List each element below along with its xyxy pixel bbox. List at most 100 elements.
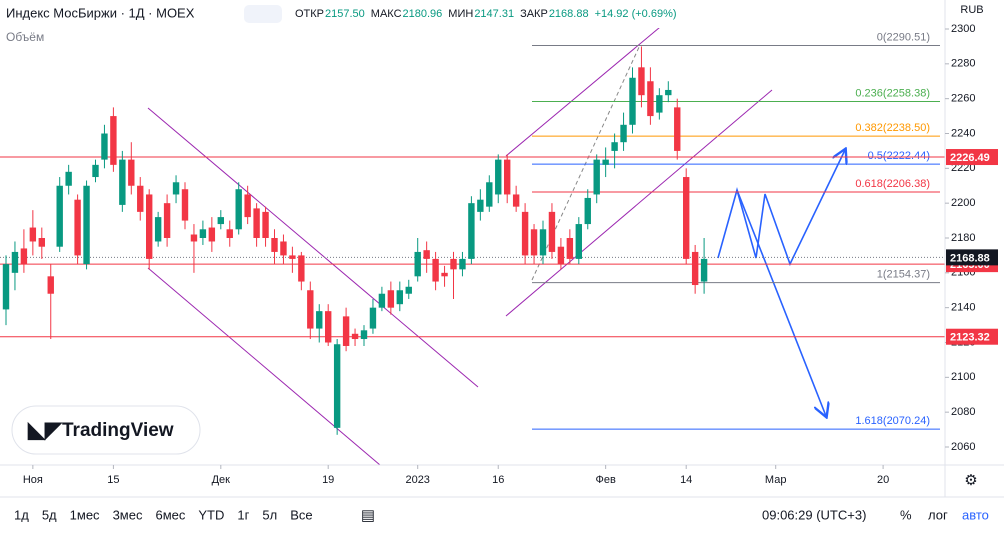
y-tick-label: 2260	[951, 93, 975, 105]
candle-body	[146, 194, 153, 259]
candle-body	[47, 276, 54, 294]
candle-body	[495, 159, 502, 195]
candle-body	[235, 189, 242, 230]
channel-line	[505, 89, 773, 317]
x-tick-label: 20	[877, 474, 889, 486]
candle-body	[405, 286, 412, 294]
candle-body	[244, 194, 251, 218]
candle-body	[396, 290, 403, 305]
y-tick-label: 2140	[951, 302, 975, 314]
candle-body	[137, 185, 144, 212]
candle-body	[683, 177, 690, 259]
candle-body	[74, 199, 81, 256]
y-tick-label: 2080	[951, 406, 975, 418]
y-tick-label: 2200	[951, 197, 975, 209]
x-tick-label: 2023	[405, 474, 429, 486]
forecast-path	[717, 150, 845, 267]
candle-body	[602, 159, 609, 165]
candle-body	[369, 307, 377, 329]
candle-body	[271, 238, 278, 252]
candle-body	[674, 107, 681, 151]
candle-body	[620, 124, 627, 143]
percent-button[interactable]: %	[900, 507, 912, 522]
candle-body	[691, 251, 699, 286]
clock: 09:06:29 (UTC+3)	[762, 507, 866, 522]
candle-body	[656, 95, 663, 113]
candle-body	[611, 142, 618, 151]
candle-body	[65, 171, 72, 186]
x-tick-label: 15	[107, 474, 119, 486]
candle-body	[298, 255, 305, 282]
candle-body	[280, 241, 287, 256]
volume: Объём	[6, 30, 44, 44]
y-tick-label: 2060	[951, 441, 975, 453]
candle-body	[253, 208, 260, 238]
currency[interactable]: RUB	[960, 4, 983, 16]
log-button[interactable]: лог	[928, 507, 948, 522]
range-button[interactable]: 5л	[262, 507, 277, 522]
auto-button[interactable]: авто	[962, 507, 989, 522]
candle-body	[566, 238, 574, 259]
candle-body	[172, 182, 180, 195]
candle-body	[154, 217, 162, 242]
channel-line	[505, 28, 660, 157]
ohlc-label: ЗАКР	[520, 8, 548, 20]
price-badge-label: 2168.88	[950, 252, 990, 264]
fib-trend	[531, 44, 641, 281]
symbol: Индекс МосБиржи · 1Д · MOEX	[6, 5, 195, 20]
candle-body	[629, 77, 636, 125]
plot: 0(2290.51) 0.236(2258.38) 0.382(2238.50) 0.…	[0, 28, 945, 465]
range-button[interactable]: 6мес	[155, 507, 185, 522]
candle-body	[504, 159, 511, 195]
candle-body	[92, 164, 99, 178]
candle-body	[378, 293, 386, 308]
price-badge-label: 2123.32	[950, 332, 990, 344]
ohlc-label: МАКС	[371, 8, 402, 20]
y-tick-label: 2220	[951, 162, 975, 174]
logo: TradingView	[62, 420, 174, 441]
price-badge-label: 2226.49	[950, 152, 990, 164]
price-badge	[946, 149, 998, 166]
fib-label: 1.618(2070.24)	[855, 415, 930, 427]
date-range-icon[interactable]: ▤	[361, 507, 375, 524]
channel-line	[147, 267, 381, 465]
candle-body	[38, 238, 45, 247]
candle-body	[700, 258, 708, 282]
range-button[interactable]: 3мес	[113, 507, 143, 522]
y-tick-label: 2240	[951, 127, 975, 139]
range-button[interactable]: 1д	[14, 507, 29, 522]
range-button[interactable]: 1мес	[70, 507, 100, 522]
candle-body	[128, 159, 135, 186]
candle-body	[539, 229, 547, 256]
ohlc-label: МИН	[448, 8, 473, 20]
candle-body	[423, 250, 430, 259]
candle-body	[262, 211, 269, 238]
candle-body	[190, 234, 198, 242]
candle-body	[477, 199, 484, 212]
range-button[interactable]: 5д	[42, 507, 57, 522]
candle-body	[647, 81, 654, 117]
candle-body	[342, 316, 350, 346]
fib-label: 0(2290.51)	[877, 31, 930, 43]
candle-body	[351, 333, 359, 340]
ohlc-label: ОТКР	[295, 8, 324, 20]
y-tick-label: 2300	[951, 23, 975, 35]
candle-body	[584, 197, 591, 225]
ohlc-value: 2147.31	[474, 8, 514, 20]
badge[interactable]	[244, 5, 282, 23]
change: +14.92 (+0.69%)	[595, 8, 677, 20]
x-tick-label: Мар	[765, 474, 787, 486]
x-tick-label: 16	[492, 474, 504, 486]
candle-body	[333, 344, 341, 428]
candle-body	[217, 217, 224, 225]
settings-icon[interactable]: ⚙	[964, 472, 977, 489]
range-button[interactable]: Все	[290, 507, 312, 522]
candle-body	[486, 182, 493, 207]
range-button[interactable]: 1г	[237, 507, 249, 522]
ohlc-value: 2168.88	[549, 8, 589, 20]
x-tick-label: Фев	[595, 474, 615, 486]
candle-body	[226, 229, 233, 238]
candle-body	[468, 203, 475, 259]
range-button[interactable]: YTD	[198, 507, 224, 522]
candle-body	[387, 290, 395, 308]
